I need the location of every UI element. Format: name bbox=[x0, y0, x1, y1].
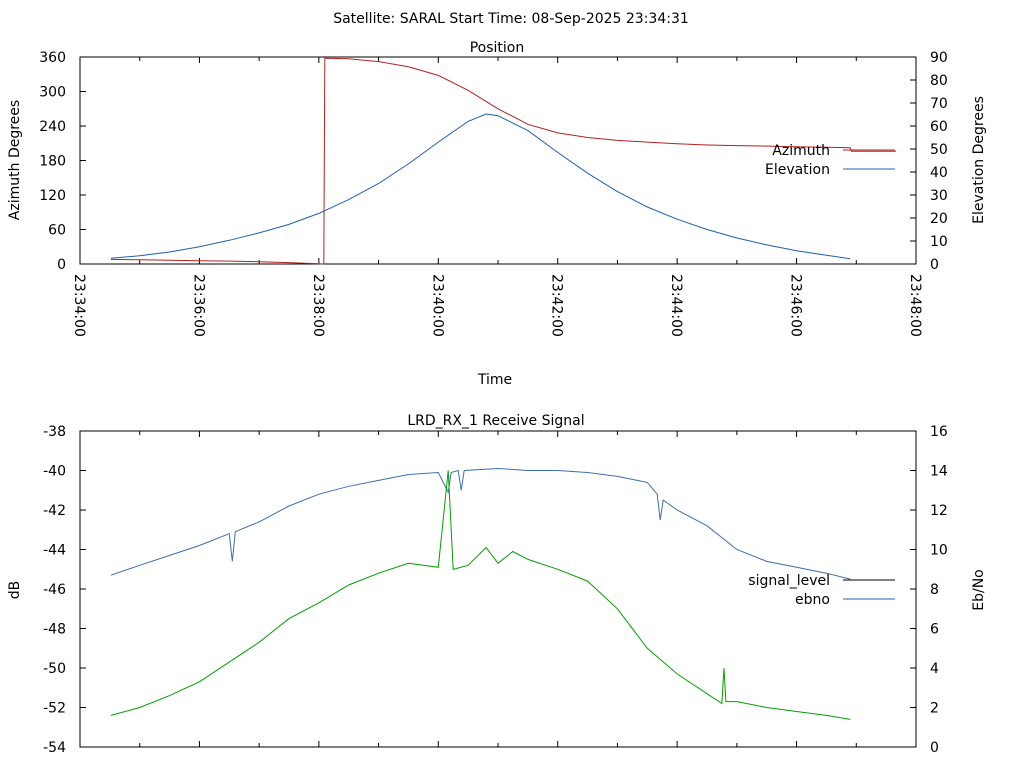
y2-tick-label: 90 bbox=[930, 50, 948, 66]
y-tick-label: 300 bbox=[39, 85, 66, 101]
series-line-Elevation bbox=[110, 113, 851, 260]
figure-title: Satellite: SARAL Start Time: 08-Sep-2025… bbox=[333, 11, 689, 27]
x-tick-label: 23:40:00 bbox=[429, 274, 445, 337]
y-tick-label: -42 bbox=[43, 503, 66, 519]
series-line-signal_level bbox=[110, 467, 851, 580]
y2-tick-label: 80 bbox=[930, 73, 948, 89]
y2-tick-label: 0 bbox=[930, 740, 939, 756]
y-tick-label: 240 bbox=[39, 119, 66, 135]
y-tick-label: 180 bbox=[39, 154, 66, 170]
y2-tick-label: 6 bbox=[930, 622, 939, 638]
signal-plot-frame bbox=[79, 430, 917, 748]
position-legend: Azimuth Elevation bbox=[765, 143, 895, 178]
signal-ylabel: dB bbox=[7, 581, 23, 600]
position-series bbox=[110, 57, 897, 265]
y-tick-label: -52 bbox=[43, 701, 66, 717]
legend-label: Azimuth bbox=[772, 143, 830, 159]
position-y2label: Elevation Degrees bbox=[971, 96, 987, 224]
y2-tick-label: 10 bbox=[930, 543, 948, 559]
y2-tick-label: 60 bbox=[930, 119, 948, 135]
x-tick-label: 23:34:00 bbox=[71, 274, 87, 337]
y-tick-label: 360 bbox=[39, 50, 66, 66]
x-tick-label: 23:42:00 bbox=[549, 274, 565, 337]
y2-tick-label: 70 bbox=[930, 96, 948, 112]
position-title: Position bbox=[470, 40, 525, 56]
position-xlabel: Time bbox=[477, 372, 512, 388]
y2-tick-label: 14 bbox=[930, 464, 948, 480]
legend-label: ebno bbox=[795, 592, 830, 608]
signal-chart: LRD_RX_1 Receive Signal -54-52-50-48-46-… bbox=[7, 413, 987, 756]
y2-tick-label: 20 bbox=[930, 211, 948, 227]
y2-tick-label: 50 bbox=[930, 142, 948, 158]
x-tick-label: 23:36:00 bbox=[190, 274, 206, 337]
position-chart: Position 0 60 120 180 240 300 360 0 10 20 30 40 50 60… bbox=[7, 40, 987, 388]
y-tick-label: -38 bbox=[43, 424, 66, 440]
position-ticks: 0 60 120 180 240 300 360 0 10 20 30 40 50 60 70 80 90 23:… bbox=[39, 50, 948, 337]
signal-title: LRD_RX_1 Receive Signal bbox=[407, 413, 584, 429]
x-tick-label: 23:48:00 bbox=[907, 274, 923, 337]
y-tick-label: -44 bbox=[43, 543, 66, 559]
y-tick-label: -50 bbox=[43, 661, 66, 677]
signal-y2label: Eb/No bbox=[971, 569, 987, 611]
y2-tick-label: 10 bbox=[930, 234, 948, 250]
y2-tick-label: 0 bbox=[930, 257, 939, 273]
y-tick-label: -54 bbox=[43, 740, 66, 756]
y2-tick-label: 4 bbox=[930, 661, 939, 677]
y-tick-label: -40 bbox=[43, 464, 66, 480]
y2-tick-label: 30 bbox=[930, 188, 948, 204]
y-tick-label: 120 bbox=[39, 188, 66, 204]
position-ylabel: Azimuth Degrees bbox=[7, 100, 23, 220]
series-line-Azimuth bbox=[110, 57, 897, 265]
y2-tick-label: 16 bbox=[930, 424, 948, 440]
legend-label: signal_level bbox=[748, 573, 830, 589]
signal-series bbox=[110, 467, 851, 720]
y2-tick-label: 40 bbox=[930, 165, 948, 181]
x-tick-label: 23:44:00 bbox=[668, 274, 684, 337]
y-tick-label: -46 bbox=[43, 582, 66, 598]
y2-tick-label: 12 bbox=[930, 503, 948, 519]
y-tick-label: 60 bbox=[48, 223, 66, 239]
y2-tick-label: 2 bbox=[930, 701, 939, 717]
y-tick-label: 0 bbox=[57, 257, 66, 273]
x-tick-label: 23:38:00 bbox=[310, 274, 326, 337]
x-tick-label: 23:46:00 bbox=[788, 274, 804, 337]
position-plot-frame bbox=[79, 56, 917, 265]
y-tick-label: -48 bbox=[43, 622, 66, 638]
legend-label: Elevation bbox=[765, 162, 830, 178]
series-line-ebno bbox=[110, 470, 851, 720]
y2-tick-label: 8 bbox=[930, 582, 939, 598]
signal-ticks: -54 -52 -50 -48 -46 -44 -42 -40 -38 0 2 4 6 8 10 12 14 16 bbox=[43, 424, 948, 756]
